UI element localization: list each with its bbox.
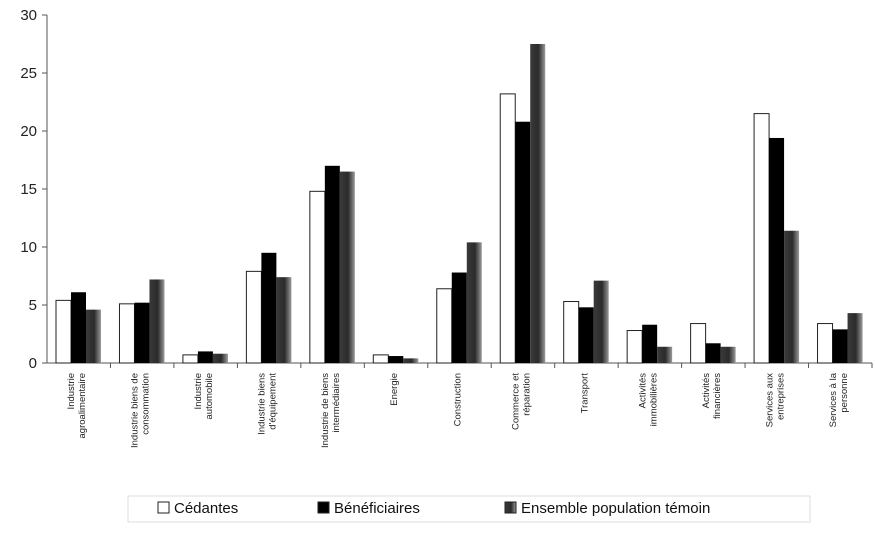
y-tick-label: 10 (20, 239, 37, 256)
bar-b-n-ficiaires-8 (578, 307, 594, 363)
bar-ensemble-population-t-moin-6 (466, 242, 482, 363)
y-tick-label: 20 (20, 123, 37, 140)
category-label-line: Construction (453, 373, 464, 426)
bar-ensemble-population-t-moin-9 (657, 346, 673, 363)
category-label-line: Industrie biens de (130, 373, 141, 448)
legend-label: Ensemble population témoin (521, 500, 710, 517)
category-label: Industrie biens deconsommation (130, 373, 152, 448)
category-label: Industrie de biensintermédiaires (320, 373, 342, 448)
category-label-line: Commerce et (510, 373, 521, 430)
bar-c-dantes-4 (309, 190, 326, 364)
bars (55, 44, 863, 364)
bar-c-dantes-0 (55, 299, 72, 364)
bar-c-dantes-1 (118, 303, 135, 364)
bar-c-dantes-8 (563, 301, 580, 364)
bar-c-dantes-11 (753, 113, 770, 364)
bar-ensemble-population-t-moin-8 (593, 280, 609, 363)
y-tick-label: 0 (29, 355, 37, 372)
category-label-line: Energie (389, 373, 400, 406)
category-label-line: Activités (701, 373, 712, 409)
bar-b-n-ficiaires-10 (705, 343, 721, 363)
bar-c-dantes-2 (182, 354, 199, 364)
bar-ensemble-population-t-moin-3 (276, 277, 292, 363)
bar-c-dantes-3 (245, 270, 262, 364)
legend-label: Cédantes (174, 500, 238, 517)
category-label: Transport (579, 373, 590, 414)
bar-b-n-ficiaires-4 (324, 165, 340, 363)
bar-ensemble-population-t-moin-0 (86, 309, 101, 363)
bar-ensemble-population-t-moin-1 (149, 279, 165, 363)
category-label: Services auxentreprises (764, 373, 786, 428)
legend: Cédantes Bénéficiaires Ensemble population… (127, 495, 811, 523)
legend-swatch (157, 501, 170, 514)
bar-b-n-ficiaires-12 (832, 329, 848, 363)
category-label-line: Industrie de biens (320, 373, 331, 448)
category-label-line: automobile (204, 373, 215, 419)
bar-ensemble-population-t-moin-10 (720, 346, 736, 363)
category-label: Activitésimmobilières (637, 373, 659, 427)
category-label-line: personne (839, 373, 850, 413)
y-tick-label: 5 (29, 297, 37, 314)
bar-c-dantes-6 (436, 288, 453, 364)
category-label-line: financières (712, 373, 723, 419)
bar-c-dantes-10 (690, 323, 707, 364)
bar-c-dantes-9 (626, 330, 643, 364)
bar-ensemble-population-t-moin-4 (339, 171, 355, 363)
category-label-line: Transport (579, 373, 590, 414)
category-label-line: intermédiaires (331, 373, 342, 433)
bar-b-n-ficiaires-6 (451, 272, 467, 363)
category-label: Industrieautomobile (193, 373, 215, 419)
bar-b-n-ficiaires-3 (261, 252, 277, 363)
legend-label: Bénéficiaires (334, 500, 420, 517)
bar-b-n-ficiaires-1 (134, 302, 150, 363)
y-tick-label: 25 (20, 65, 37, 82)
bar-ensemble-population-t-moin-11 (784, 230, 800, 363)
bar-b-n-ficiaires-7 (515, 121, 531, 363)
category-label: Industrie biensd'équipement (257, 373, 279, 435)
category-label: Services à lapersonne (828, 372, 850, 427)
category-label-line: agroalimentaire (77, 373, 88, 438)
category-label-line: Services à la (828, 372, 839, 427)
category-label-line: consommation (141, 373, 152, 435)
legend-swatch (504, 501, 517, 514)
category-label-line: Industrie (193, 373, 204, 409)
bar-b-n-ficiaires-2 (197, 351, 213, 363)
category-label: Activitésfinancières (701, 373, 723, 419)
category-labels: Industrieagroalimentaire Industrie biens … (66, 372, 850, 448)
bar-ensemble-population-t-moin-7 (530, 44, 546, 363)
category-label: Construction (453, 373, 464, 426)
category-label-line: réparation (521, 373, 532, 416)
bar-c-dantes-7 (499, 93, 516, 364)
category-label-line: Services aux (764, 373, 775, 428)
category-label-line: Activités (637, 373, 648, 409)
legend-box (127, 495, 811, 523)
y-tick-label: 15 (20, 181, 37, 198)
bar-c-dantes-12 (817, 323, 834, 364)
category-label-line: entreprises (775, 373, 786, 420)
category-label-line: d'équipement (268, 373, 279, 430)
bar-b-n-ficiaires-11 (769, 137, 785, 363)
category-label-line: Industrie (66, 373, 77, 409)
category-label: Industrieagroalimentaire (66, 373, 88, 438)
bar-c-dantes-5 (372, 354, 389, 364)
bar-b-n-ficiaires-0 (71, 292, 86, 363)
category-label: Commerce etréparation (510, 373, 532, 430)
category-label-line: Industrie biens (257, 373, 268, 435)
legend-swatch (317, 501, 330, 514)
bar-ensemble-population-t-moin-2 (212, 353, 228, 363)
bar-b-n-ficiaires-9 (642, 324, 658, 363)
category-label: Energie (389, 373, 400, 406)
bar-ensemble-population-t-moin-12 (847, 313, 863, 363)
category-label-line: immobilières (648, 373, 659, 427)
y-tick-label: 30 (20, 7, 37, 24)
bar-ensemble-population-t-moin-5 (403, 358, 419, 363)
bar-b-n-ficiaires-5 (388, 356, 404, 363)
